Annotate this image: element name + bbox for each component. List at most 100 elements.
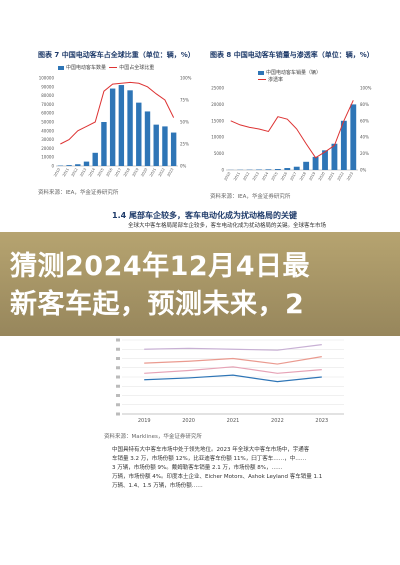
figure8-source: 资料来源：IEA，华金证券研究所 [210,194,291,200]
x-tick-label: 2018 [123,167,131,178]
y-tick-label: 10000 [41,155,54,160]
figure7-legend-line: 中国占全球比重 [119,65,155,71]
figure7-chart: 0 10000 20000 30000 40000 50000 60000 70000 8000… [39,76,192,178]
x-tick-label: 2017 [290,172,298,182]
y-tick-mark [116,412,120,416]
x-tick-label: 2012 [71,168,79,178]
x-tick-label: 2019 [308,171,316,182]
y2-tick-label: 25% [180,142,189,147]
x-tick-label: 2021 [227,418,240,424]
y-tick-label: 20000 [41,146,54,151]
series-line [144,374,322,383]
x-tick-label: 2013 [79,168,87,178]
y2-tick-label: 40% [360,135,369,140]
y2-tick-label: 75% [180,98,189,103]
bar [170,132,177,166]
figure7-source: 资料来源：IEA，华金证券研究所 [38,190,119,196]
bar [274,169,281,170]
bar [127,90,133,166]
bar [92,152,98,166]
bottom-para-3: 3 万辆，市场份额 9%。戴姆勒客车销量 2.1 万，市场份额 8%，…… [112,465,283,471]
bar [162,126,168,166]
bottom-para-2: 车销量 3.2 万，市场份额 12%，比亚迪客车份额 11%，臼丁客车……，中…… [112,456,307,462]
y2-tick-label: 0% [180,164,187,169]
x-tick-label: 2015 [271,172,279,182]
x-tick-label: 2021 [149,168,157,178]
y-tick-label: 100000 [39,76,55,81]
bar [109,88,116,166]
bar [293,166,300,170]
legend-line-swatch [258,79,266,80]
y-tick-mark [116,338,120,342]
series-line [230,100,354,159]
series-line [144,366,322,374]
section-para-1: 全球大中客车格局尾部车企较多，客车电动化成为扰动格局的关键。全球客车市场 [128,223,327,229]
figure7-legend: 中国电动客车数量 中国占全球比重 [58,64,154,71]
series-line [144,356,322,365]
x-tick-label: 2023 [346,172,354,182]
y2-tick-label: 80% [360,102,369,107]
bar [331,143,338,170]
y-tick-label: 10000 [211,135,224,140]
y-tick-mark [116,384,120,388]
legend-bar-swatch [258,70,264,75]
headline-line-2: 新客车起，预测未来，2 [10,289,305,320]
figure8-title: 图表 8 中国电动客车销量与渗透率（单位：辆，%） [210,51,374,59]
x-tick-label: 2010 [53,167,61,178]
y-tick-label: 25000 [211,86,224,91]
figure8-legend: 中国电动客车销量（辆） 渗透率 [258,70,321,84]
x-tick-label: 2019 [132,167,140,178]
y-tick-mark [116,375,120,379]
x-tick-label: 2016 [280,171,288,182]
legend-line-swatch [109,67,118,68]
bar [136,102,142,166]
x-tick-label: 2014 [88,167,96,178]
y2-tick-label: 50% [180,120,189,125]
x-tick-label: 2020 [140,167,148,178]
line-chart-source: 资料来源：Marklines，华金证券研究所 [104,434,202,440]
legend-bar-swatch [58,65,64,70]
figure8-chart: 0 5000 10000 15000 20000 25000 0% 20% 40% 60% 80% 1… [211,86,372,182]
figure8-legend-bar: 中国电动客车销量（辆） [266,70,322,76]
figure8-legend-line: 渗透率 [268,77,284,83]
bar [312,156,319,170]
x-tick-label: 2022 [158,168,166,178]
y2-tick-label: 100% [360,86,372,91]
y-tick-label: 15000 [211,118,224,123]
bar [153,124,159,166]
y-tick-label: 90000 [41,84,54,89]
x-tick-label: 2022 [271,418,284,424]
x-tick-label: 2023 [315,418,328,424]
y-tick-label: 30000 [41,137,54,142]
bottom-para-4: 万辆，市场份额 4%。印度本土企业、Eicher Motors、Ashok Le… [112,474,323,480]
y-tick-mark [116,403,120,407]
y-tick-label: 5000 [214,151,225,156]
x-tick-label: 2011 [233,172,241,182]
market-share-line-chart: 2019 2020 2021 2022 2023 [116,338,344,424]
y-tick-label: 60000 [41,111,54,116]
figure7-title: 图表 7 中国电动客车占全球比重（单位：辆，%） [38,51,195,59]
y-tick-label: 40000 [41,128,54,133]
section-title: 1.4 尾部车企较多，客车电动化成为扰动格局的关键 [112,211,297,220]
figure7-legend-bar: 中国电动客车数量 [66,65,107,71]
x-tick-label: 2020 [182,418,195,424]
headline-text: 猜测2024年12月4日最 新客车起，预测未来，2 [10,248,400,324]
bar [350,104,357,170]
x-tick-label: 2017 [114,168,122,178]
series-line [60,81,175,145]
bar [66,165,72,166]
y-tick-label: 20000 [211,102,224,107]
x-tick-label: 2010 [224,171,232,182]
x-tick-label: 2021 [327,172,335,182]
y2-tick-label: 60% [360,118,369,123]
bar [340,120,347,170]
bar [75,164,81,166]
bar [83,161,90,166]
y-tick-mark [116,394,120,397]
bottom-para-5: 万辆、1.4、1.5 万辆，市场份额…… [112,483,203,489]
y2-tick-label: 0% [360,168,367,173]
x-tick-label: 2015 [97,168,105,178]
y-tick-label: 50000 [41,120,54,125]
bar [118,85,125,166]
